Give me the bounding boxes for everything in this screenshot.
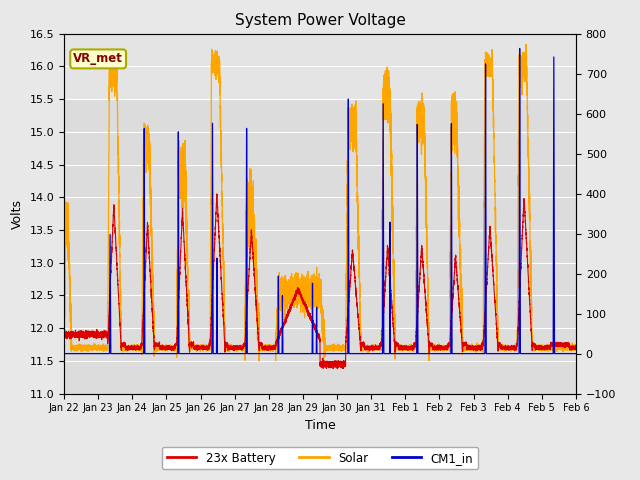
X-axis label: Time: Time [305,419,335,432]
Text: VR_met: VR_met [73,52,123,65]
Bar [64,27,576,99]
Y-axis label: Volts: Volts [11,199,24,228]
Legend: 23x Battery, Solar, CM1_in: 23x Battery, Solar, CM1_in [162,447,478,469]
Title: System Power Voltage: System Power Voltage [235,13,405,28]
